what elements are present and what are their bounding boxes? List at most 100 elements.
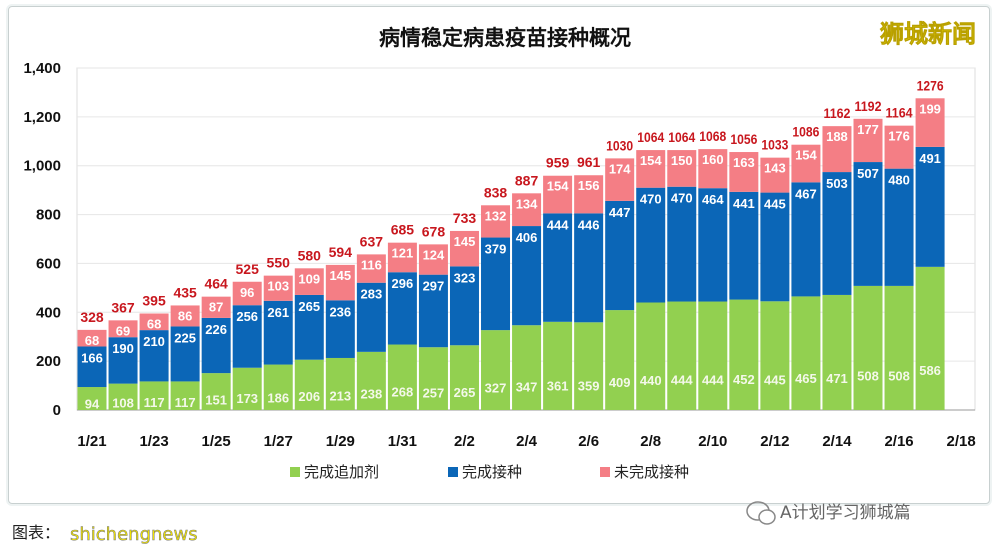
bar-segment-incomplete bbox=[387, 242, 417, 273]
total-label: 328 bbox=[80, 309, 104, 325]
data-label: 134 bbox=[516, 196, 538, 211]
data-label: 210 bbox=[143, 334, 165, 349]
data-label: 166 bbox=[81, 350, 103, 365]
bar-segment-booster bbox=[481, 330, 511, 410]
bar-segment-booster bbox=[853, 285, 883, 410]
data-label: 409 bbox=[609, 375, 631, 390]
x-tick-label: 2/4 bbox=[516, 433, 538, 450]
y-tick-label: 200 bbox=[36, 353, 61, 370]
data-label: 174 bbox=[609, 161, 631, 176]
bar-segment-booster bbox=[791, 296, 821, 410]
data-label: 188 bbox=[826, 129, 848, 144]
bar-segment-completed bbox=[449, 266, 479, 346]
bar-segment-booster bbox=[325, 357, 355, 410]
data-label: 163 bbox=[733, 155, 755, 170]
legend-swatch bbox=[600, 467, 610, 477]
data-label: 124 bbox=[423, 247, 445, 262]
bar-segment-completed bbox=[108, 337, 138, 384]
data-label: 268 bbox=[392, 385, 414, 400]
legend-label: 未完成接种 bbox=[614, 463, 689, 481]
bar-segment-incomplete bbox=[667, 150, 697, 187]
bar-segment-booster bbox=[108, 383, 138, 410]
data-label: 297 bbox=[423, 279, 445, 294]
bar-segment-booster bbox=[574, 322, 604, 410]
x-tick-label: 1/29 bbox=[326, 433, 355, 450]
data-label: 445 bbox=[764, 373, 786, 388]
data-label: 507 bbox=[857, 166, 879, 181]
bar-segment-incomplete bbox=[822, 126, 852, 173]
y-tick-label: 400 bbox=[36, 304, 61, 321]
bar-segment-completed bbox=[667, 186, 697, 302]
bar-segment-booster bbox=[667, 301, 697, 410]
bar-segment-booster bbox=[356, 351, 386, 410]
data-label: 154 bbox=[640, 153, 662, 168]
data-label: 445 bbox=[764, 197, 786, 212]
bar-segment-incomplete bbox=[853, 118, 883, 163]
data-label: 586 bbox=[919, 363, 941, 378]
data-label: 109 bbox=[298, 271, 320, 286]
data-label: 236 bbox=[329, 304, 351, 319]
data-label: 446 bbox=[578, 217, 600, 232]
data-label: 199 bbox=[919, 101, 941, 116]
bar-segment-booster bbox=[636, 302, 666, 410]
data-label: 503 bbox=[826, 176, 848, 191]
chart-frame bbox=[8, 6, 990, 504]
bar-segment-completed bbox=[884, 168, 914, 286]
chart-title: 病情稳定病患疫苗接种概况 bbox=[379, 26, 631, 50]
bar-segment-incomplete bbox=[356, 254, 386, 283]
y-tick-label: 1,400 bbox=[23, 60, 61, 77]
total-label: 685 bbox=[391, 222, 415, 238]
legend-swatch bbox=[290, 467, 300, 477]
bar-segment-completed bbox=[822, 172, 852, 295]
y-tick-label: 600 bbox=[36, 255, 61, 272]
total-label: 733 bbox=[453, 210, 477, 226]
y-tick-label: 0 bbox=[53, 402, 61, 419]
data-label: 256 bbox=[236, 309, 258, 324]
bar-segment-completed bbox=[698, 188, 728, 302]
total-label: 1033 bbox=[761, 137, 788, 153]
bar-segment-booster bbox=[729, 299, 759, 410]
data-label: 190 bbox=[112, 341, 134, 356]
data-label: 265 bbox=[298, 299, 320, 314]
total-label: 435 bbox=[173, 284, 197, 300]
total-label: 525 bbox=[236, 261, 260, 277]
bar-segment-booster bbox=[418, 347, 448, 410]
bar-segment-completed bbox=[915, 146, 945, 267]
data-label: 173 bbox=[236, 391, 258, 406]
data-label: 406 bbox=[516, 230, 538, 245]
data-label: 447 bbox=[609, 205, 631, 220]
data-label: 470 bbox=[640, 192, 662, 207]
bar-segment-incomplete bbox=[729, 152, 759, 192]
bar-segment-completed bbox=[574, 213, 604, 323]
bar-segment-incomplete bbox=[915, 98, 945, 147]
bar-segment-incomplete bbox=[791, 144, 821, 183]
data-label: 347 bbox=[516, 379, 538, 394]
total-label: 1030 bbox=[606, 137, 633, 153]
bar-segment-incomplete bbox=[481, 205, 511, 238]
bar-segment-incomplete bbox=[760, 157, 790, 193]
x-tick-label: 2/6 bbox=[578, 433, 599, 450]
bar-segment-completed bbox=[201, 317, 231, 374]
data-label: 296 bbox=[392, 276, 414, 291]
bar-segment-booster bbox=[698, 301, 728, 410]
legend-label: 完成接种 bbox=[462, 463, 522, 481]
data-label: 186 bbox=[267, 390, 289, 405]
bar-segment-completed bbox=[481, 237, 511, 331]
legend-label: 完成追加剂 bbox=[304, 463, 379, 481]
total-label: 637 bbox=[360, 233, 384, 249]
bar-segment-completed bbox=[325, 300, 355, 358]
data-label: 467 bbox=[795, 186, 817, 201]
data-label: 491 bbox=[919, 151, 941, 166]
data-label: 440 bbox=[640, 373, 662, 388]
bar-segment-completed bbox=[139, 330, 169, 382]
bar-segment-booster bbox=[760, 301, 790, 410]
bar-segment-booster bbox=[449, 345, 479, 410]
x-tick-label: 1/21 bbox=[77, 433, 106, 450]
data-label: 69 bbox=[116, 323, 130, 338]
bar-segment-booster bbox=[884, 285, 914, 410]
total-label: 961 bbox=[577, 154, 601, 170]
bar-segment-incomplete bbox=[263, 275, 293, 301]
bar-segment-incomplete bbox=[884, 125, 914, 169]
bar-segment-booster bbox=[387, 344, 417, 410]
bar-segment-incomplete bbox=[698, 149, 728, 189]
